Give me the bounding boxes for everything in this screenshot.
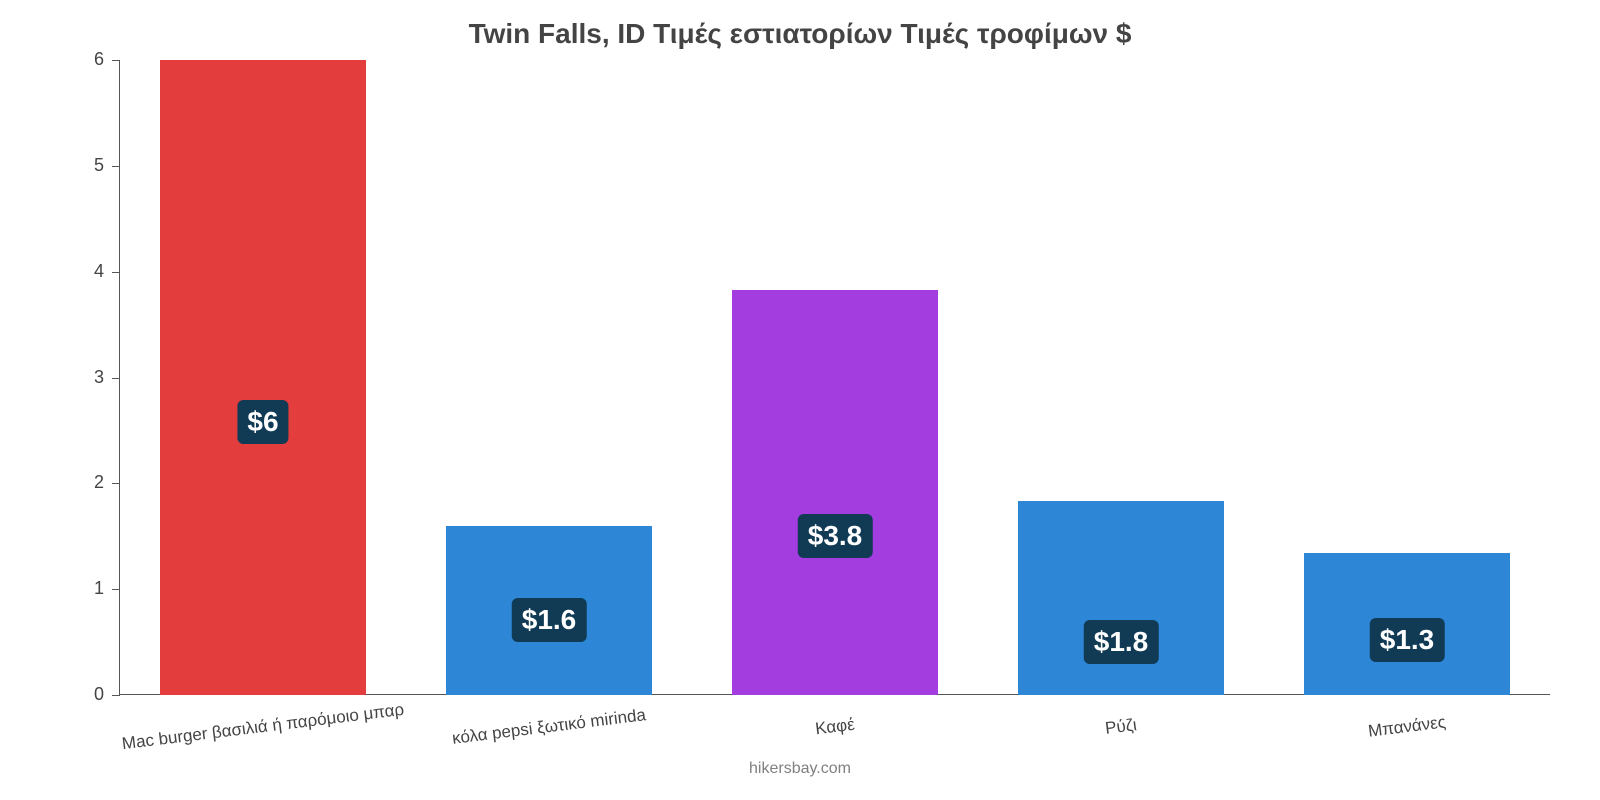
bar-value-label: $1.8 — [1084, 620, 1159, 664]
bar-value-label: $1.3 — [1370, 618, 1445, 662]
x-tick-label: κόλα pepsi ξωτικό mirinda — [451, 705, 647, 749]
y-tick-mark — [112, 272, 120, 273]
y-tick-mark — [112, 483, 120, 484]
y-tick-label: 1 — [72, 578, 104, 599]
y-tick-label: 2 — [72, 472, 104, 493]
x-tick-label: Μπανάνες — [1367, 712, 1447, 741]
bar — [160, 60, 366, 695]
y-tick-mark — [112, 378, 120, 379]
bar — [732, 290, 938, 695]
plot-area: 0123456$6Mac burger βασιλιά ή παρόμοιο μ… — [120, 60, 1550, 695]
y-tick-label: 0 — [72, 684, 104, 705]
x-tick-label: Ρύζι — [1104, 715, 1138, 739]
y-tick-label: 4 — [72, 261, 104, 282]
footer-attribution: hikersbay.com — [0, 760, 1600, 778]
chart-title: Twin Falls, ID Τιμές εστιατορίων Τιμές τ… — [0, 18, 1600, 50]
bar-value-label: $6 — [237, 400, 288, 444]
bar-value-label: $1.6 — [512, 598, 587, 642]
y-tick-mark — [112, 589, 120, 590]
y-tick-label: 5 — [72, 155, 104, 176]
y-tick-mark — [112, 60, 120, 61]
y-tick-mark — [112, 695, 120, 696]
bar-chart: Twin Falls, ID Τιμές εστιατορίων Τιμές τ… — [0, 0, 1600, 800]
y-tick-label: 3 — [72, 367, 104, 388]
y-tick-label: 6 — [72, 49, 104, 70]
x-tick-label: Mac burger βασιλιά ή παρόμοιο μπαρ — [121, 700, 405, 754]
bar-value-label: $3.8 — [798, 514, 873, 558]
bar — [1018, 501, 1224, 695]
y-tick-mark — [112, 166, 120, 167]
x-tick-label: Καφέ — [814, 715, 856, 740]
